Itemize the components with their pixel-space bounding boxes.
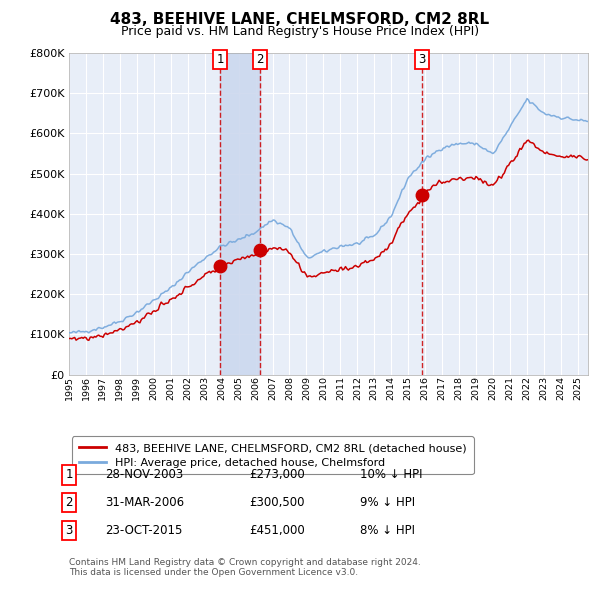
- Text: Contains HM Land Registry data © Crown copyright and database right 2024.: Contains HM Land Registry data © Crown c…: [69, 558, 421, 566]
- Text: 483, BEEHIVE LANE, CHELMSFORD, CM2 8RL: 483, BEEHIVE LANE, CHELMSFORD, CM2 8RL: [110, 12, 490, 27]
- Text: £451,000: £451,000: [249, 524, 305, 537]
- Text: Price paid vs. HM Land Registry's House Price Index (HPI): Price paid vs. HM Land Registry's House …: [121, 25, 479, 38]
- Text: 31-MAR-2006: 31-MAR-2006: [105, 496, 184, 509]
- Text: 1: 1: [217, 53, 224, 66]
- Legend: 483, BEEHIVE LANE, CHELMSFORD, CM2 8RL (detached house), HPI: Average price, det: 483, BEEHIVE LANE, CHELMSFORD, CM2 8RL (…: [72, 437, 473, 474]
- Text: 23-OCT-2015: 23-OCT-2015: [105, 524, 182, 537]
- Text: £273,000: £273,000: [249, 468, 305, 481]
- Text: £300,500: £300,500: [249, 496, 305, 509]
- Text: 3: 3: [65, 524, 73, 537]
- Text: 2: 2: [65, 496, 73, 509]
- Text: 10% ↓ HPI: 10% ↓ HPI: [360, 468, 422, 481]
- Text: 8% ↓ HPI: 8% ↓ HPI: [360, 524, 415, 537]
- Bar: [220, 53, 260, 375]
- Text: 2: 2: [256, 53, 263, 66]
- Text: This data is licensed under the Open Government Licence v3.0.: This data is licensed under the Open Gov…: [69, 568, 358, 577]
- Text: 1: 1: [65, 468, 73, 481]
- Text: 9% ↓ HPI: 9% ↓ HPI: [360, 496, 415, 509]
- Text: 28-NOV-2003: 28-NOV-2003: [105, 468, 183, 481]
- Text: 3: 3: [418, 53, 425, 66]
